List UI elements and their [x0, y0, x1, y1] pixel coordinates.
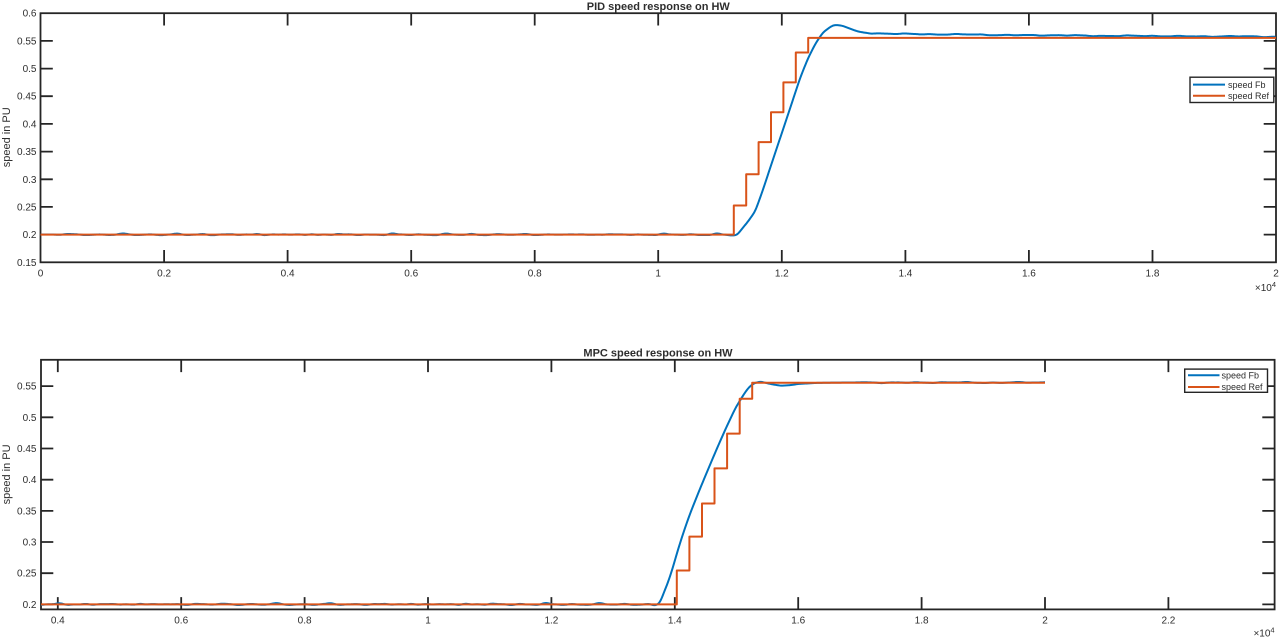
svg-text:1.6: 1.6 [1022, 269, 1036, 280]
svg-text:0.45: 0.45 [17, 92, 37, 103]
svg-text:0.8: 0.8 [298, 616, 312, 627]
svg-text:speed in PU: speed in PU [1, 444, 13, 504]
svg-text:0.3: 0.3 [23, 538, 37, 549]
svg-text:1.6: 1.6 [791, 616, 805, 627]
svg-text:speed in PU: speed in PU [1, 107, 13, 167]
svg-text:2: 2 [1273, 269, 1279, 280]
svg-text:0.35: 0.35 [17, 147, 37, 158]
svg-text:0.6: 0.6 [23, 9, 37, 20]
svg-text:0.2: 0.2 [23, 230, 37, 241]
svg-text:0.6: 0.6 [174, 616, 188, 627]
svg-text:0.25: 0.25 [17, 569, 37, 580]
svg-text:0.25: 0.25 [17, 202, 37, 213]
svg-text:0.8: 0.8 [528, 269, 542, 280]
svg-text:1.8: 1.8 [1146, 269, 1160, 280]
svg-text:0.45: 0.45 [17, 444, 37, 455]
svg-text:0.2: 0.2 [23, 600, 37, 611]
svg-text:speed Ref: speed Ref [1228, 91, 1270, 101]
svg-text:1.4: 1.4 [898, 269, 912, 280]
svg-text:MPC speed response on HW: MPC speed response on HW [583, 347, 733, 359]
svg-text:0.55: 0.55 [17, 36, 37, 47]
svg-text:1: 1 [655, 269, 661, 280]
svg-text:×104: ×104 [1255, 280, 1276, 294]
svg-text:0.4: 0.4 [51, 616, 65, 627]
svg-text:0.35: 0.35 [17, 506, 37, 517]
svg-text:0: 0 [38, 269, 44, 280]
svg-text:speed Fb: speed Fb [1222, 370, 1260, 380]
svg-text:1.2: 1.2 [544, 616, 558, 627]
svg-text:1.8: 1.8 [915, 616, 929, 627]
svg-text:2.2: 2.2 [1161, 616, 1175, 627]
svg-text:0.55: 0.55 [17, 382, 37, 393]
svg-text:speed Ref: speed Ref [1222, 382, 1264, 392]
svg-text:1.2: 1.2 [775, 269, 789, 280]
svg-text:0.4: 0.4 [281, 269, 295, 280]
svg-text:0.3: 0.3 [23, 175, 37, 186]
svg-text:0.5: 0.5 [23, 413, 37, 424]
svg-text:2: 2 [1042, 616, 1048, 627]
svg-text:1: 1 [425, 616, 431, 627]
svg-text:0.15: 0.15 [17, 258, 37, 269]
svg-text:1.4: 1.4 [668, 616, 682, 627]
svg-text:0.4: 0.4 [23, 475, 37, 486]
svg-text:speed Fb: speed Fb [1228, 80, 1266, 90]
svg-text:×104: ×104 [1253, 626, 1274, 639]
svg-text:PID speed response on HW: PID speed response on HW [587, 1, 731, 13]
svg-text:0.2: 0.2 [157, 269, 171, 280]
svg-text:0.6: 0.6 [404, 269, 418, 280]
svg-text:0.5: 0.5 [23, 64, 37, 75]
svg-text:0.4: 0.4 [23, 119, 37, 130]
